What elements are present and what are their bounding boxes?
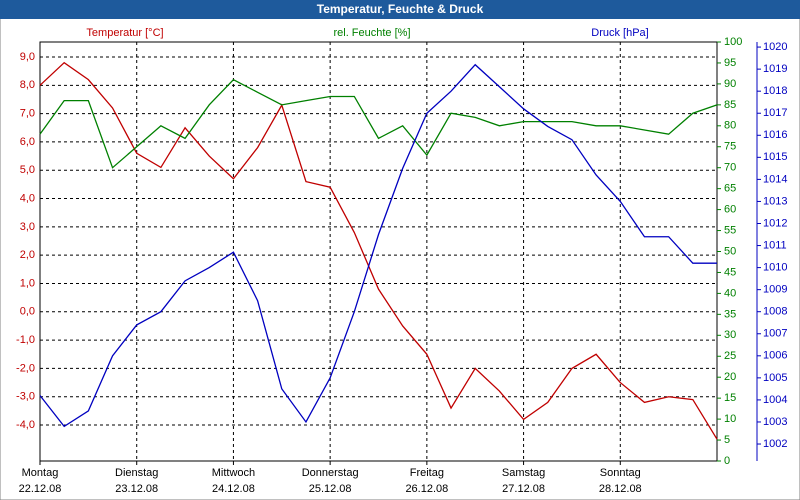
- y2-tick-label: 65: [724, 183, 736, 195]
- x-tick-label: Montag: [22, 467, 59, 479]
- y2-tick-label: 75: [724, 141, 736, 153]
- y3-tick-label: 1005: [763, 372, 787, 384]
- y2-tick-label: 20: [724, 371, 736, 383]
- y2-tick-label: 15: [724, 392, 736, 404]
- y2-tick-label: 85: [724, 99, 736, 111]
- y-tick-label: 3,0: [20, 221, 35, 233]
- y3-tick-label: 1002: [763, 438, 787, 450]
- x-tick-label: Freitag: [410, 467, 444, 479]
- y-tick-label: -3,0: [16, 391, 35, 403]
- y2-tick-label: 80: [724, 120, 736, 132]
- y3-tick-label: 1008: [763, 306, 787, 318]
- y-tick-label: 1,0: [20, 277, 35, 289]
- x-tick-date: 28.12.08: [599, 483, 642, 495]
- y2-tick-label: 35: [724, 308, 736, 320]
- y-tick-label: 6,0: [20, 136, 35, 148]
- x-tick-label: Samstag: [502, 467, 545, 479]
- y-tick-label: 5,0: [20, 164, 35, 176]
- y3-tick-label: 1012: [763, 217, 787, 229]
- x-tick-date: 26.12.08: [405, 483, 448, 495]
- y3-tick-label: 1009: [763, 284, 787, 296]
- y2-tick-label: 70: [724, 162, 736, 174]
- y-tick-label: 7,0: [20, 108, 35, 120]
- y2-tick-label: 5: [724, 434, 730, 446]
- y-axis-title: Temperatur [°C]: [86, 27, 163, 39]
- x-tick-date: 27.12.08: [502, 483, 545, 495]
- chart-title: Temperatur, Feuchte & Druck: [317, 2, 484, 16]
- y3-tick-label: 1010: [763, 262, 787, 274]
- x-tick-date: 24.12.08: [212, 483, 255, 495]
- y2-tick-label: 45: [724, 266, 736, 278]
- y3-tick-label: 1003: [763, 416, 787, 428]
- y-tick-label: 9,0: [20, 51, 35, 63]
- x-tick-date: 22.12.08: [19, 483, 62, 495]
- y2-tick-label: 10: [724, 413, 736, 425]
- y2-tick-label: 95: [724, 57, 736, 69]
- x-tick-label: Dienstag: [115, 467, 158, 479]
- y2-tick-label: 30: [724, 329, 736, 341]
- series-line: [39, 78, 718, 169]
- y3-tick-label: 1007: [763, 328, 787, 340]
- y-tick-label: -2,0: [16, 362, 35, 374]
- y-tick-label: 4,0: [20, 192, 35, 204]
- series-line: [39, 61, 718, 440]
- y3-tick-label: 1016: [763, 129, 787, 141]
- y3-tick-label: 1014: [763, 173, 787, 185]
- y2-tick-label: 55: [724, 224, 736, 236]
- y3-tick-label: 1020: [763, 41, 787, 53]
- y3-tick-label: 1011: [763, 239, 787, 251]
- y2-tick-label: 90: [724, 78, 736, 90]
- y2-tick-label: 50: [724, 245, 736, 257]
- y3-tick-label: 1004: [763, 394, 787, 406]
- y3-tick-label: 1013: [763, 195, 787, 207]
- y-tick-label: -1,0: [16, 334, 35, 346]
- y3-tick-label: 1017: [763, 107, 787, 119]
- y2-tick-label: 0: [724, 455, 730, 467]
- y3-tick-label: 1018: [763, 85, 787, 97]
- x-tick-date: 25.12.08: [309, 483, 352, 495]
- y-tick-label: -4,0: [16, 419, 35, 431]
- y3-tick-label: 1019: [763, 63, 787, 75]
- x-tick-label: Mittwoch: [212, 467, 255, 479]
- y-tick-label: 0,0: [20, 306, 35, 318]
- x-tick-date: 23.12.08: [115, 483, 158, 495]
- y3-tick-label: 1006: [763, 350, 787, 362]
- x-tick-label: Sonntag: [600, 467, 641, 479]
- x-tick-label: Donnerstag: [302, 467, 359, 479]
- y2-tick-label: 40: [724, 287, 736, 299]
- y2-axis-title: rel. Feuchte [%]: [333, 27, 410, 39]
- y2-tick-label: 100: [724, 36, 742, 48]
- plot-area: [39, 41, 718, 462]
- y2-tick-label: 60: [724, 204, 736, 216]
- series-line: [39, 63, 717, 428]
- y-tick-label: 8,0: [20, 79, 35, 91]
- y3-tick-label: 1015: [763, 151, 787, 163]
- y-tick-label: 2,0: [20, 249, 35, 261]
- y2-tick-label: 25: [724, 350, 736, 362]
- y3-axis-title: Druck [hPa]: [591, 27, 648, 39]
- title-bar: [0, 0, 800, 19]
